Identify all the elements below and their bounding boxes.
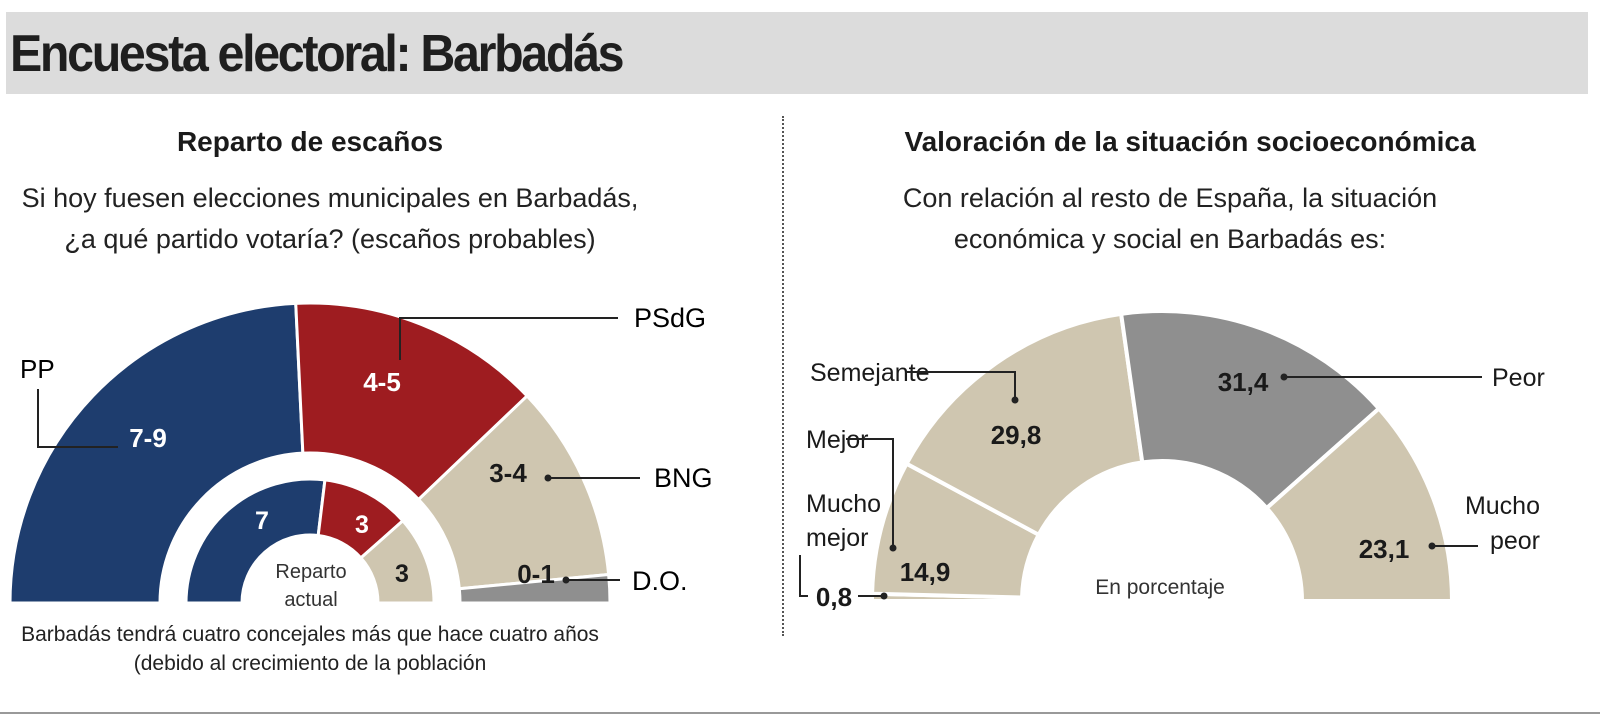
socio-value-peor: 31,4 bbox=[1218, 367, 1269, 397]
socioeconomic-chart bbox=[869, 309, 1455, 603]
seats-dot-do bbox=[562, 576, 570, 584]
socio-center-label: En porcentaje bbox=[1095, 576, 1225, 599]
socio-dot-mucho-peor bbox=[1428, 542, 1436, 550]
seats-party-bng: BNG bbox=[654, 463, 713, 493]
current-value-bng: 3 bbox=[395, 560, 409, 588]
left-section-title: Reparto de escaños bbox=[176, 126, 444, 157]
socio-label-mucho-peor-1: Mucho bbox=[1465, 492, 1540, 520]
seats-party-do: D.O. bbox=[632, 566, 688, 596]
socio-dot-mejor bbox=[889, 544, 897, 552]
socio-slice-mucho-peor bbox=[1263, 405, 1455, 603]
seats-note-line2: (debido al crecimiento de la población bbox=[133, 652, 487, 675]
right-question: Con relación al resto de España, la situ… bbox=[902, 183, 1438, 254]
current-value-psdg: 3 bbox=[355, 511, 369, 539]
current-label-line2: actual bbox=[284, 589, 337, 611]
socio-value-semejante: 29,8 bbox=[991, 420, 1042, 450]
seats-leader-psdg bbox=[399, 317, 618, 360]
bottom-rule bbox=[0, 712, 1600, 714]
socio-dot-mucho-mejor bbox=[880, 592, 888, 600]
socio-label-peor: Peor bbox=[1492, 364, 1545, 392]
seats-dot-bng bbox=[544, 474, 552, 482]
socio-slice-peor bbox=[1118, 309, 1382, 511]
socio-leader-mejor bbox=[846, 438, 894, 548]
seats-note: Barbadás tendrá cuatro concejales más qu… bbox=[10, 620, 610, 678]
seats-chart bbox=[8, 301, 612, 605]
socio-label-mucho-peor-2: peor bbox=[1490, 527, 1540, 555]
chart-labels: 7-9 4-5 3-4 0-1 PP PSdG BNG D.O. 7 33 Reparto actua… bbox=[20, 303, 1545, 612]
page-title: Encuesta electoral: Barbadás bbox=[10, 25, 625, 83]
socio-value-mucho-peor: 23,1 bbox=[1359, 534, 1410, 564]
section-divider bbox=[782, 116, 784, 636]
seats-party-pp: PP bbox=[20, 354, 55, 384]
seats-party-psdg: PSdG bbox=[634, 303, 706, 333]
seats-slice-pp bbox=[8, 301, 305, 605]
socio-leader-semejante bbox=[906, 371, 1016, 400]
seats-value-pp: 7-9 bbox=[129, 423, 167, 453]
seats-leader-pp bbox=[37, 389, 118, 448]
socio-dot-peor bbox=[1280, 373, 1288, 381]
seats-slice-d-o bbox=[457, 572, 612, 605]
current-seats-chart bbox=[184, 477, 436, 605]
left-question: Si hoy fuesen elecciones municipales en … bbox=[21, 183, 639, 254]
current-slice-bng bbox=[358, 518, 436, 605]
socio-dot-semejante bbox=[1011, 396, 1019, 404]
socio-label-mucho-mejor-1: Mucho bbox=[806, 490, 881, 518]
seats-value-psdg: 4-5 bbox=[363, 367, 401, 397]
seats-value-d-o: 0-1 bbox=[517, 559, 555, 589]
socio-label-mucho-mejor-2: mejor bbox=[806, 524, 869, 552]
seats-value-bng: 3-4 bbox=[489, 458, 527, 488]
title-bar: Encuesta electoral: Barbadás bbox=[6, 12, 1588, 94]
current-value-pp: 7 bbox=[255, 507, 269, 535]
socio-value-mejor: 14,9 bbox=[900, 557, 951, 587]
socio-value-mucho-mejor: 0,8 bbox=[816, 582, 852, 612]
current-slice-pp bbox=[184, 477, 327, 605]
socio-leader-mucho-mejor bbox=[799, 555, 808, 597]
right-section-title: Valoración de la situación socioeconómic… bbox=[904, 126, 1476, 157]
seats-note-line1: Barbadás tendrá cuatro concejales más qu… bbox=[21, 623, 599, 646]
socio-slice-semejante bbox=[903, 311, 1145, 538]
current-label-line1: Reparto bbox=[275, 561, 346, 583]
